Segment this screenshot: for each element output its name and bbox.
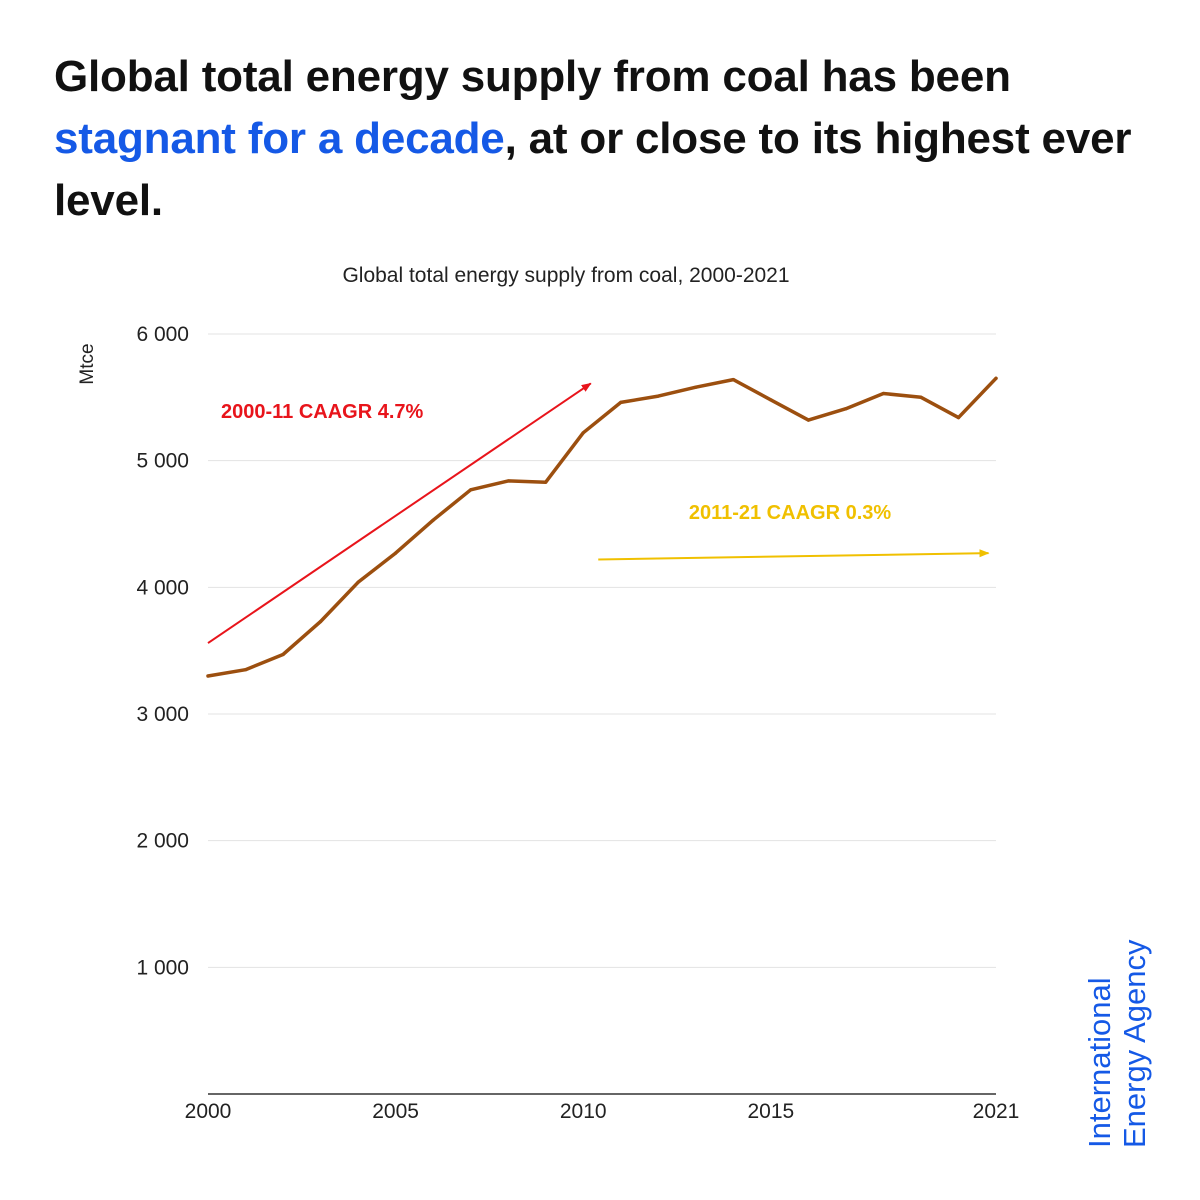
- data-point: [806, 418, 810, 422]
- headline-highlight: stagnant for a decade: [54, 114, 505, 163]
- x-tick-label: 2015: [747, 1100, 794, 1123]
- annotation-arrow: [207, 382, 592, 644]
- data-point: [318, 619, 323, 624]
- x-tick-label: 2005: [372, 1100, 419, 1123]
- data-point: [206, 674, 210, 678]
- series-line: [206, 376, 998, 678]
- annotation-label: 2011-21 CAAGR 0.3%: [689, 502, 892, 524]
- data-point: [469, 488, 473, 492]
- headline-part1: Global total energy supply from coal has…: [54, 52, 1011, 101]
- data-point: [431, 518, 435, 522]
- data-point: [694, 385, 698, 389]
- data-point: [544, 480, 548, 484]
- y-tick-label: 2 000: [136, 830, 189, 853]
- data-point: [919, 395, 923, 399]
- data-point: [881, 391, 886, 396]
- data-point: [581, 431, 585, 435]
- data-point: [769, 398, 773, 402]
- data-point: [731, 378, 735, 382]
- data-point: [844, 407, 848, 411]
- iea-logo: International Energy Agency: [1082, 908, 1152, 1148]
- y-tick-label: 5 000: [136, 450, 189, 473]
- headline-part2: , at or close to its highest ever level.: [54, 114, 1132, 225]
- data-point: [994, 376, 998, 380]
- y-tick-label: 1 000: [136, 956, 189, 979]
- x-tick-label: 2010: [560, 1100, 607, 1123]
- y-tick-label: 4 000: [136, 576, 189, 599]
- data-point: [281, 652, 285, 657]
- y-axis-label: Mtce: [77, 343, 98, 384]
- y-tick-label: 6 000: [136, 323, 189, 346]
- brand-line2: Energy Agency: [1117, 939, 1152, 1148]
- headline: Global total energy supply from coal has…: [54, 46, 1164, 232]
- data-point: [394, 551, 398, 555]
- data-point: [656, 394, 660, 398]
- annotation-arrow: [598, 549, 990, 561]
- data-point: [356, 580, 360, 584]
- y-tick-label: 3 000: [136, 703, 189, 726]
- chart-title: Global total energy supply from coal, 20…: [342, 264, 789, 287]
- x-tick-label: 2021: [973, 1100, 1020, 1123]
- brand-line1: International: [1082, 977, 1117, 1148]
- data-point: [956, 416, 961, 420]
- x-tick-label: 2000: [185, 1100, 232, 1123]
- data-point: [506, 479, 510, 483]
- data-point: [619, 400, 623, 404]
- annotation-label: 2000-11 CAAGR 4.7%: [221, 401, 424, 423]
- data-point: [243, 668, 248, 672]
